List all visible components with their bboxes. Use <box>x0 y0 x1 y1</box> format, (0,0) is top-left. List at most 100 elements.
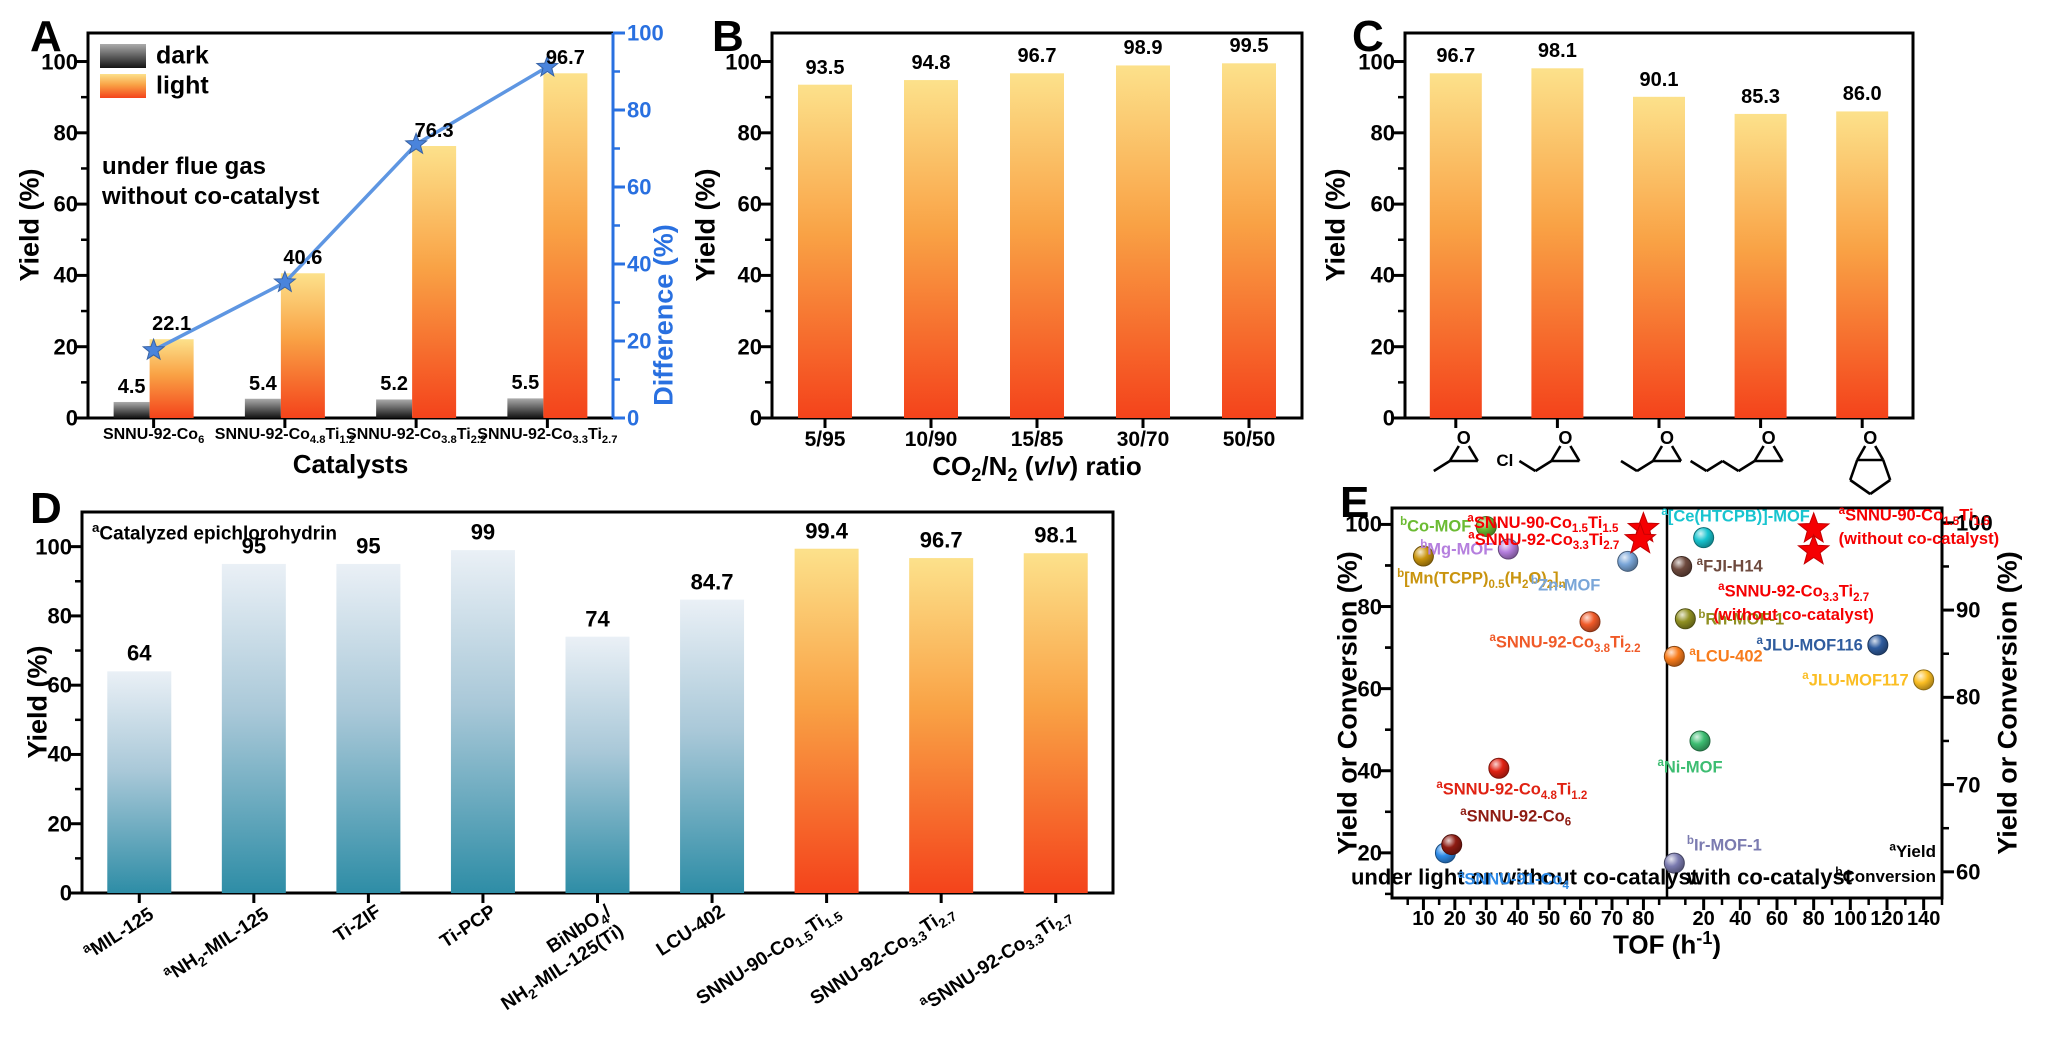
y-tick-label: 100 <box>35 533 72 559</box>
y-tick-label: 20 <box>53 334 78 360</box>
scatter-point-label: b[Mn(TCPP)0.5(H2O)2]n <box>1397 568 1566 591</box>
legend-yield: aYield <box>1889 839 1936 862</box>
scatter-point-label: aFJI-H14 <box>1696 556 1763 576</box>
panel-b-letter: B <box>712 12 744 61</box>
scatter-sphere-marker <box>1412 545 1434 567</box>
x-category-label: 5/95 <box>804 428 846 451</box>
x-tick-label: 40 <box>1729 908 1752 930</box>
bar-4 <box>1836 111 1889 418</box>
y-tick-label: 60 <box>737 191 762 217</box>
y-tick-label: 100 <box>41 48 78 74</box>
x-tick-label: 120 <box>1870 908 1904 930</box>
bar-dark-0 <box>113 401 150 418</box>
y-tick-label: 60 <box>47 672 72 698</box>
y-tick-label: 100 <box>627 20 664 46</box>
x-category-label: SNNU-92-Co3.8Ti2.2 <box>346 426 487 447</box>
scatter-sphere-marker <box>1689 730 1711 752</box>
scatter-point-label: aJLU-MOF117 <box>1802 669 1909 690</box>
y-tick-label: 80 <box>53 120 78 146</box>
scatter-sphere-marker <box>1617 550 1639 572</box>
bar-0 <box>798 84 852 418</box>
panel-c-letter: C <box>1352 12 1384 61</box>
x-category-label: 10/90 <box>904 428 958 451</box>
x-category-label: 15/85 <box>1010 428 1064 451</box>
y-tick-label: 20 <box>1370 334 1395 360</box>
y-tick-label: 70 <box>1956 771 1981 797</box>
bar-2 <box>1633 96 1685 419</box>
svg-text:O: O <box>1457 428 1471 448</box>
bar-4 <box>1222 63 1276 418</box>
scatter-sphere-marker <box>1693 527 1715 549</box>
bar-light-2 <box>412 146 457 418</box>
bar-value-label: 76.3 <box>414 120 454 142</box>
legend-swatch-light <box>100 74 146 98</box>
bar-4 <box>565 636 630 893</box>
legend-swatch-dark <box>100 44 146 68</box>
y-tick-label: 0 <box>65 405 78 431</box>
x-tick-label: 30 <box>1475 908 1498 930</box>
bar-value-label: 99.4 <box>805 518 849 544</box>
difference-star-marker <box>273 270 297 293</box>
y-tick-label: 100 <box>1358 48 1395 74</box>
x-category-label: SNNU-92-Co4.8Ti1.2 <box>214 426 355 447</box>
bar-value-label: 86.0 <box>1842 83 1882 106</box>
scatter-point-label: aSNNU-92-Co3.3Ti2.7 <box>1468 529 1620 552</box>
x-axis-title: TOF (h-1) <box>1612 928 1722 960</box>
x-tick-label: 10 <box>1412 908 1435 930</box>
y-tick-label: 40 <box>53 262 78 288</box>
y-tick-label: 80 <box>1956 684 1981 710</box>
x-tick-label: 80 <box>1632 908 1655 930</box>
scatter-sphere-marker <box>1488 757 1510 779</box>
y-tick-label: 100 <box>1956 510 1993 536</box>
bar-dark-3 <box>507 398 544 418</box>
panel-d-letter: D <box>30 484 62 533</box>
bar-value-label: 5.2 <box>380 373 409 396</box>
x-tick-label: 70 <box>1600 908 1624 930</box>
scatter-star-marker <box>1797 533 1831 565</box>
y2-axis-title: Difference (%) <box>648 224 679 406</box>
bar-value-label: 96.7 <box>1017 45 1057 68</box>
y-axis-title: Yield (%) <box>1320 168 1351 282</box>
svg-text:O: O <box>1660 428 1674 448</box>
svg-text:O: O <box>1762 428 1776 448</box>
x-category-label: SNNU-92-Co3.3Ti2.7 <box>477 426 618 447</box>
bar-value-label: 84.7 <box>690 569 734 595</box>
bar-value-label: 98.9 <box>1123 37 1163 60</box>
y-tick-label: 100 <box>725 48 762 74</box>
bar-1 <box>221 563 286 893</box>
y-tick-label: 0 <box>59 880 72 906</box>
bar-3 <box>1116 65 1170 418</box>
bar-dark-2 <box>376 399 413 418</box>
bar-value-label: 96.7 <box>1436 45 1476 68</box>
x-tick-label: 80 <box>1802 908 1825 930</box>
y-axis-title: Yield (%) <box>22 645 53 759</box>
scatter-point-label: aSNNU-90-Co1.5Ti1.5 <box>1467 511 1619 535</box>
y-tick-label: 60 <box>1357 675 1382 701</box>
bar-value-label: 85.3 <box>1741 85 1781 108</box>
bar-value-label: 74 <box>585 606 610 632</box>
bar-6 <box>794 548 859 893</box>
bar-value-label: 95 <box>241 533 267 559</box>
scatter-sphere-marker <box>1663 852 1685 874</box>
svg-text:O: O <box>1863 428 1877 448</box>
y-tick-label: 0 <box>749 405 762 431</box>
scatter-sphere-marker <box>1441 834 1463 856</box>
panel-a-letter: A <box>30 12 62 61</box>
bar-value-label: 22.1 <box>152 313 192 336</box>
scatter-point-label: aSNNU-91-Co4 <box>1457 868 1569 892</box>
difference-star-marker <box>141 337 166 361</box>
y-tick-label: 60 <box>1370 191 1395 217</box>
panel-e-letter: E <box>1340 478 1370 527</box>
x-axis-title: Catalysts <box>292 449 409 479</box>
scatter-point-label: aJLU-MOF116 <box>1756 634 1863 655</box>
x-tick-label: 100 <box>1833 908 1868 930</box>
x-tick-label: 50 <box>1538 908 1561 930</box>
scatter-point-label: aSNNU-92-Co4.8Ti1.2 <box>1436 779 1588 803</box>
y-tick-label: 0 <box>1382 405 1395 431</box>
y-tick-label: 40 <box>1370 262 1395 288</box>
scatter-sphere-marker <box>1674 608 1696 630</box>
scatter-point-label: bMg-MOF <box>1420 538 1494 559</box>
difference-star-marker <box>404 131 428 155</box>
scatter-sphere-marker <box>1475 515 1497 537</box>
